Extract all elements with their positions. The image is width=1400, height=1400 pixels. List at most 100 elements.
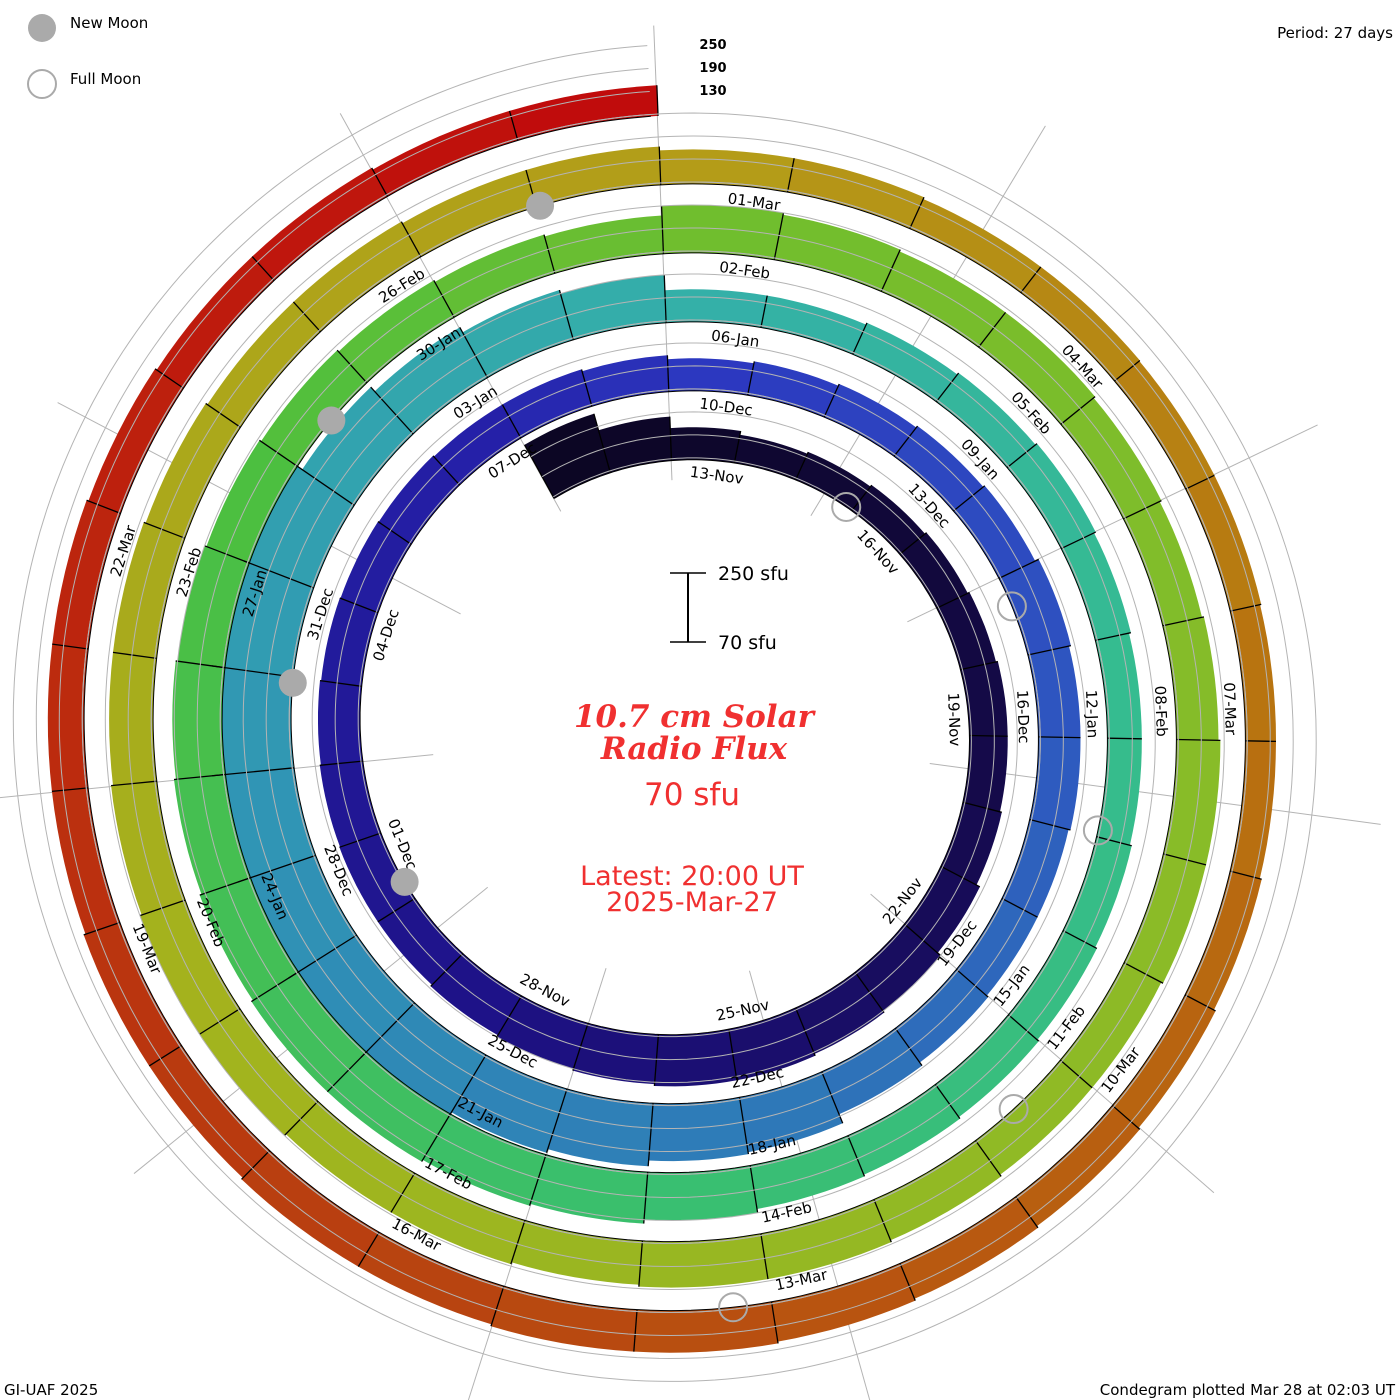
day-boundary: [960, 660, 999, 671]
day-boundary: [653, 1034, 660, 1087]
day-boundary: [749, 1165, 759, 1213]
day-boundary: [1229, 870, 1262, 880]
day-boundary: [243, 560, 314, 589]
flux-bar: [293, 221, 421, 332]
period-label: Period: 27 days: [1277, 24, 1393, 42]
day-boundary: [543, 234, 556, 274]
day-boundary: [1020, 266, 1042, 294]
flux-bar: [960, 661, 1008, 737]
flux-bar: [667, 358, 754, 396]
flux-bar: [496, 995, 588, 1069]
day-boundary: [940, 865, 981, 888]
flux-bar: [434, 234, 555, 318]
day-boundary: [430, 953, 464, 987]
day-boundary: [433, 280, 455, 318]
day-boundary: [326, 1051, 367, 1093]
level-gridline-190: [35, 68, 1294, 1360]
day-boundary: [421, 1113, 451, 1162]
day-boundary: [241, 1150, 271, 1180]
flux-bar: [771, 1263, 916, 1342]
latest-time: Latest: 20:00 UT: [580, 861, 804, 892]
day-boundary: [666, 355, 670, 392]
flux-bar: [904, 866, 980, 953]
legend-full-moon: Full Moon: [70, 70, 141, 88]
flux-bar: [374, 327, 488, 434]
day-boundary: [377, 521, 412, 545]
flux-bar: [1020, 266, 1140, 381]
day-boundary: [978, 311, 1007, 348]
day-boundary: [795, 451, 809, 481]
flux-bar: [747, 361, 839, 418]
day-boundary: [638, 1240, 644, 1287]
flux-bar: [935, 1014, 1039, 1118]
day-boundary: [112, 651, 157, 659]
day-boundary: [319, 679, 362, 687]
flux-bar: [199, 1008, 318, 1136]
day-boundary: [1001, 897, 1038, 918]
flux-bar: [1096, 738, 1142, 846]
flux-bar: [509, 85, 659, 141]
flux-bar: [378, 455, 460, 545]
flux-bar: [339, 833, 416, 922]
flux-bar: [659, 149, 795, 193]
flux-bar: [1112, 994, 1216, 1129]
new-moon-icon: [317, 406, 346, 435]
flux-bar: [1001, 819, 1069, 918]
flux-bar: [824, 384, 917, 457]
flux-bar: [881, 251, 1006, 348]
day-boundary: [490, 1285, 505, 1327]
flux-bar: [156, 256, 275, 389]
flux-bar: [978, 312, 1096, 425]
date-label: 13-Nov: [689, 463, 745, 488]
day-boundary: [852, 322, 868, 355]
flux-bar: [598, 416, 672, 473]
flux-bar: [321, 598, 378, 687]
day-boundary: [760, 295, 768, 328]
flux-bar: [1230, 604, 1276, 742]
baseline-edge: [83, 115, 1246, 1312]
day-boundary: [656, 85, 659, 116]
day-boundary: [936, 591, 970, 609]
flux-bar: [1230, 740, 1276, 879]
day-boundary: [148, 1044, 182, 1067]
day-boundary: [319, 760, 363, 766]
flux-bar: [664, 289, 768, 328]
flux-bar: [491, 1286, 638, 1352]
date-label: 02-Feb: [718, 258, 771, 283]
day-boundary: [658, 146, 662, 185]
flux-bar: [358, 1232, 504, 1325]
moon-markers: [278, 191, 1113, 1323]
day-boundary: [501, 404, 522, 439]
flux-bar: [502, 369, 592, 439]
day-boundary: [447, 1054, 487, 1118]
flux-bar: [83, 922, 182, 1066]
flux-bar: [1114, 361, 1215, 489]
flux-bar: [1185, 871, 1262, 1010]
day-boundary: [1111, 1104, 1141, 1130]
day-boundary: [288, 934, 358, 979]
flux-bar: [936, 373, 1036, 468]
flux-bar: [422, 1114, 546, 1206]
day-boundary: [259, 439, 298, 467]
day-boundary: [962, 801, 1002, 813]
day-boundary: [975, 1140, 1002, 1177]
flux-bar: [145, 403, 241, 539]
level-label-190: 190: [699, 61, 726, 76]
flux-bar: [208, 665, 295, 776]
day-boundary: [1096, 836, 1132, 847]
scale-top-label: 250 sfu: [718, 563, 789, 585]
day-boundary: [204, 545, 250, 564]
day-boundary: [669, 416, 673, 461]
flux-bar: [109, 652, 157, 786]
flux-bar: [319, 761, 381, 848]
flux-bar: [340, 521, 412, 613]
full-moon-icon: [831, 491, 862, 522]
flux-bar: [1060, 397, 1162, 519]
day-boundary: [377, 897, 416, 923]
day-boundary: [899, 532, 927, 555]
latest-date: 2025-Mar-27: [606, 887, 778, 918]
day-boundary: [251, 971, 299, 1003]
day-boundary: [1184, 994, 1216, 1012]
day-boundary: [524, 444, 555, 499]
day-boundary: [733, 430, 742, 464]
